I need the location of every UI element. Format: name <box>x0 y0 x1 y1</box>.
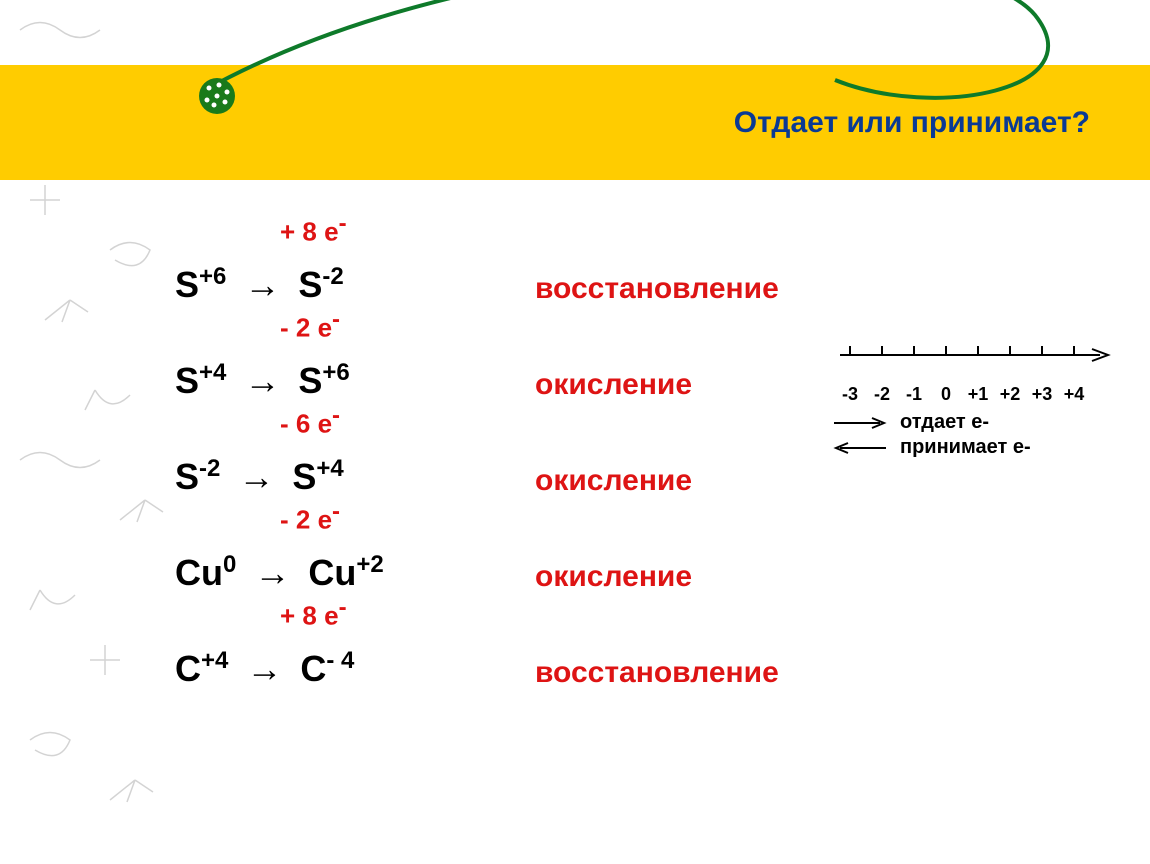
half-reaction: C+4 → C- 4 <box>175 647 535 690</box>
electron-annotation: - 6 e- <box>280 402 340 440</box>
reaction-row: - 6 e- S-2 → S+4 окисление <box>175 402 875 498</box>
reaction-row: + 8 e- S+6 → S-2 восстановление <box>175 210 875 306</box>
arrow-icon: → <box>244 360 280 402</box>
scale-tick-label: +4 <box>1058 384 1090 405</box>
reaction-list: + 8 e- S+6 → S-2 восстановление - 2 e- S… <box>175 210 875 690</box>
reaction-row: - 2 e- Cu0 → Cu+2 окисление <box>175 498 875 594</box>
scale-tick-label: +3 <box>1026 384 1058 405</box>
page-title: Отдает или принимает? <box>734 106 1090 140</box>
scale-tick-label: 0 <box>930 384 962 405</box>
arrow-left-icon <box>830 440 890 456</box>
process-label: восстановление <box>535 272 779 306</box>
electron-annotation: - 2 e- <box>280 498 340 536</box>
electron-annotation: + 8 e- <box>280 594 347 632</box>
process-label: окисление <box>535 368 692 402</box>
number-line <box>830 340 1120 380</box>
arrow-icon: → <box>246 648 282 690</box>
gives-label: отдает e- <box>900 411 989 434</box>
scale-tick-label: -3 <box>834 384 866 405</box>
electron-annotation: + 8 e- <box>280 210 347 248</box>
scale-tick-label: +2 <box>994 384 1026 405</box>
half-reaction: Cu0 → Cu+2 <box>175 551 535 594</box>
scale-tick-label: -1 <box>898 384 930 405</box>
process-label: окисление <box>535 560 692 594</box>
ball-icon <box>195 74 239 118</box>
reaction-row: + 8 e- C+4 → C- 4 восстановление <box>175 594 875 690</box>
electron-annotation: - 2 e- <box>280 306 340 344</box>
half-reaction: S+6 → S-2 <box>175 263 535 306</box>
half-reaction: S+4 → S+6 <box>175 359 535 402</box>
title-band: Отдает или принимает? <box>0 65 1150 180</box>
arrow-right-icon <box>830 415 890 431</box>
scale-tick-label: +1 <box>962 384 994 405</box>
scale-tick-label: -2 <box>866 384 898 405</box>
oxidation-scale: -3-2-10+1+2+3+4 отдает e- принимает e- <box>830 340 1120 459</box>
process-label: окисление <box>535 464 692 498</box>
arrow-icon: → <box>254 552 290 594</box>
accepts-label: принимает e- <box>900 436 1031 459</box>
half-reaction: S-2 → S+4 <box>175 455 535 498</box>
arrow-icon: → <box>238 456 274 498</box>
process-label: восстановление <box>535 656 779 690</box>
reaction-row: - 2 e- S+4 → S+6 окисление <box>175 306 875 402</box>
arrow-icon: → <box>244 264 280 306</box>
